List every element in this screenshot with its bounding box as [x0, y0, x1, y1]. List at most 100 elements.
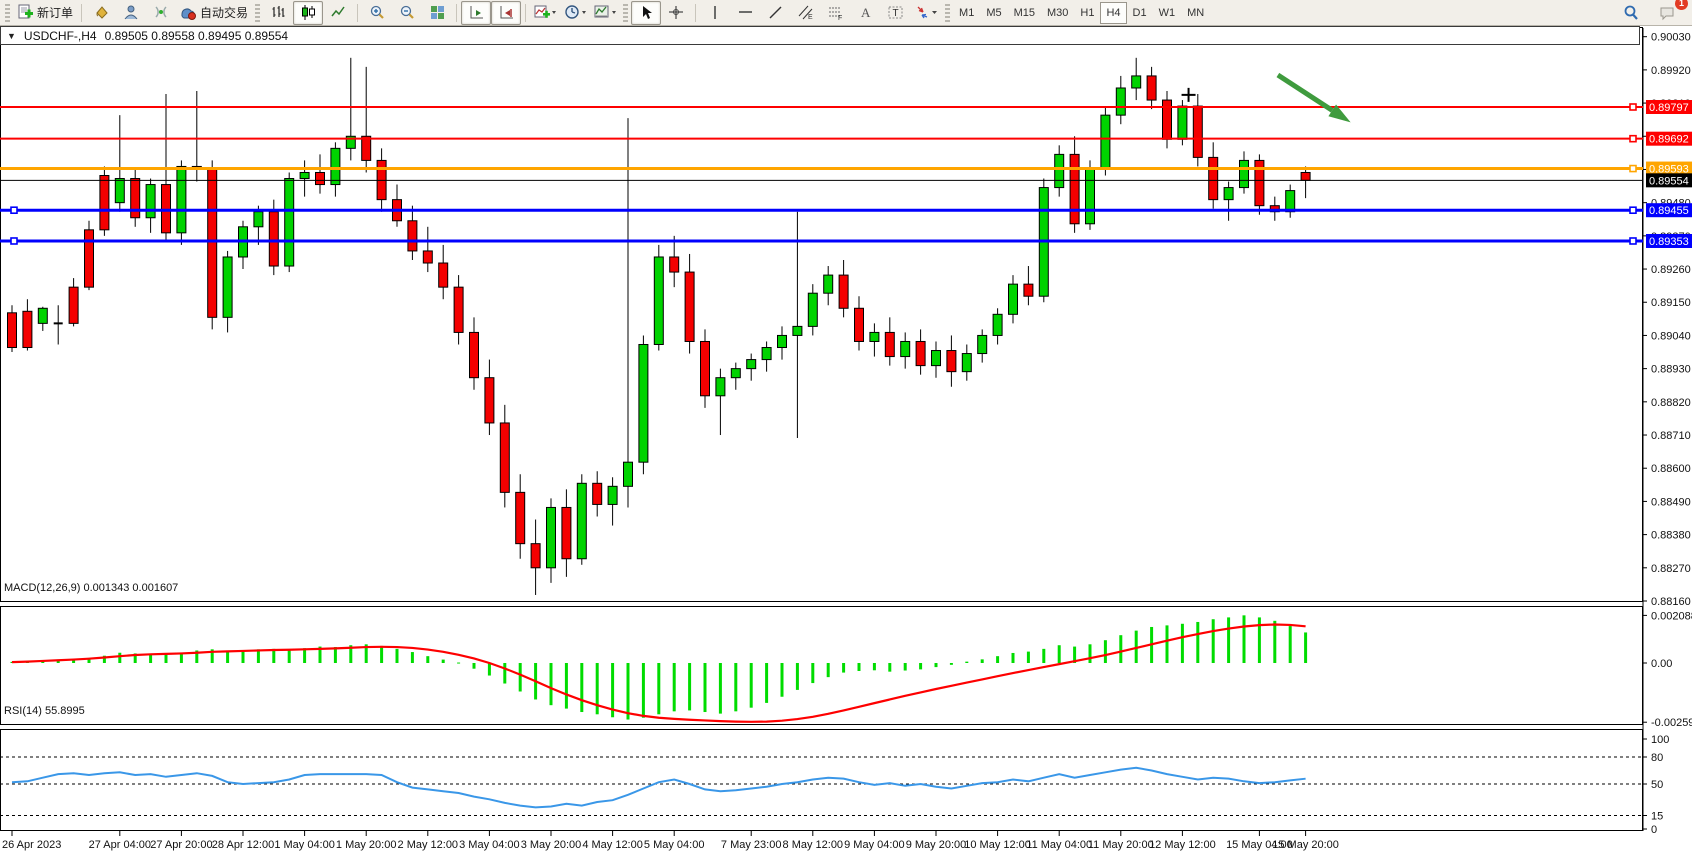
search-button[interactable] — [1616, 1, 1646, 25]
price-level-bubble — [1646, 173, 1692, 188]
line-chart-button[interactable] — [323, 1, 353, 25]
tile-windows-icon — [429, 4, 446, 21]
time-axis-label: 3 May 20:00 — [521, 839, 582, 851]
text-icon: A — [857, 4, 874, 21]
macd-axis-label: -0.002597 — [1651, 717, 1692, 729]
timeframe-button-w1[interactable]: W1 — [1158, 6, 1176, 19]
trendline-button[interactable] — [760, 1, 790, 25]
svg-text:0.89554: 0.89554 — [1649, 175, 1689, 187]
text-button[interactable]: A — [850, 1, 880, 25]
time-axis-label: 2 May 12:00 — [398, 839, 459, 851]
timeframe-button-h4[interactable]: H4 — [1100, 1, 1127, 24]
bar-chart-button[interactable] — [263, 1, 293, 25]
toolbar-separator — [456, 3, 458, 22]
styler-button[interactable] — [86, 1, 116, 25]
new-order-icon — [17, 4, 34, 21]
rsi-line — [11, 766, 1306, 809]
price-level-bubble — [1646, 161, 1692, 176]
time-axis-label: 5 May 04:00 — [644, 839, 705, 851]
time-axis-label: 11 May 20:00 — [1088, 839, 1154, 851]
timeframe-button-d1[interactable]: D1 — [1132, 6, 1147, 19]
macd-pane-label: MACD(12,26,9) 0.001343 0.001607 — [4, 582, 179, 594]
svg-text:F: F — [838, 15, 842, 21]
rsi-axis-label: 100 — [1651, 734, 1669, 746]
line-chart-icon — [330, 4, 347, 21]
timeframe-button-m5[interactable]: M5 — [986, 6, 1002, 19]
price-tick-label: 0.89920 — [1651, 65, 1691, 77]
zoom-in-button[interactable] — [362, 1, 392, 25]
notification-badge: 1 — [1675, 0, 1688, 10]
toolbar-separator — [81, 3, 83, 22]
price-tick-label: 0.88380 — [1651, 530, 1691, 542]
equidistant-channel-button[interactable]: E — [790, 1, 820, 25]
toolbar-grip[interactable] — [255, 3, 261, 22]
time-axis-label: 7 May 23:00 — [721, 839, 782, 851]
auto-scroll-button[interactable] — [461, 0, 492, 25]
chevron-down-icon[interactable]: ▼ — [7, 30, 16, 41]
zoom-out-button[interactable] — [392, 1, 422, 25]
price-tick-label: 0.89040 — [1651, 330, 1691, 342]
rsi-axis-label: 15 — [1651, 811, 1663, 823]
time-axis-label: 11 May 04:00 — [1026, 839, 1092, 851]
timeframe-button-m30[interactable]: M30 — [1047, 6, 1069, 19]
chart-canvas[interactable]: 0.900300.899200.898100.897000.895900.894… — [0, 26, 1692, 859]
price-tick-label: 0.88270 — [1651, 563, 1691, 575]
arrows-button[interactable] — [910, 1, 942, 25]
arrows-icon — [914, 4, 938, 21]
macd-signal-line — [11, 623, 1306, 723]
chart-titlebar[interactable]: ▼ USDCHF-,H4 0.89505 0.89558 0.89495 0.8… — [0, 26, 1640, 45]
candlestick-chart-icon — [300, 4, 317, 21]
toolbar-grip[interactable] — [945, 3, 951, 22]
trend-arrow[interactable] — [1276, 72, 1334, 113]
candlestick-chart-button[interactable] — [293, 0, 324, 25]
macd-histogram — [10, 615, 1308, 720]
cursor-icon — [638, 4, 655, 21]
timeframe-button-h1[interactable]: H1 — [1080, 6, 1095, 19]
new-order-button[interactable]: 新订单 — [13, 1, 77, 25]
time-axis-label: 3 May 04:00 — [459, 839, 520, 851]
cross-marker[interactable] — [1181, 87, 1196, 102]
trendline-icon — [767, 4, 784, 21]
periods-button[interactable] — [560, 1, 590, 25]
vertical-line-icon — [707, 4, 724, 21]
toolbar-separator — [525, 3, 527, 22]
toolbar-grip[interactable] — [5, 3, 10, 22]
text-label-button[interactable]: T — [880, 1, 910, 25]
price-tick-label: 0.88710 — [1651, 430, 1691, 442]
time-axis-label: 4 May 12:00 — [582, 839, 643, 851]
indicators-button[interactable] — [530, 1, 560, 25]
fibonacci-icon: F — [827, 4, 844, 21]
chart-shift-button[interactable] — [491, 0, 522, 25]
timeframe-button-m15[interactable]: M15 — [1013, 6, 1035, 19]
timeframe-button-mn[interactable]: MN — [1187, 6, 1205, 19]
templates-button[interactable] — [590, 1, 620, 25]
macd-axis-label: 0.00 — [1651, 658, 1672, 670]
price-tick-label: 0.90030 — [1651, 32, 1691, 44]
candles — [7, 57, 1311, 595]
community-button[interactable]: 1 — [1652, 0, 1688, 25]
svg-text:A: A — [861, 5, 871, 20]
line-anchor — [1629, 134, 1637, 143]
svg-text:0.89797: 0.89797 — [1649, 102, 1689, 114]
toolbar-separator — [695, 3, 697, 22]
fibonacci-button[interactable]: F — [820, 1, 850, 25]
tile-windows-button[interactable] — [422, 1, 452, 25]
crosshair-button[interactable] — [661, 1, 691, 25]
svg-text:0.89353: 0.89353 — [1649, 236, 1689, 248]
chat-bubble-icon — [1658, 4, 1676, 22]
cursor-button[interactable] — [631, 0, 662, 25]
line-anchor — [10, 206, 18, 215]
profile-button[interactable] — [116, 1, 146, 25]
toolbar-grip[interactable] — [623, 3, 629, 22]
svg-text:0.89593: 0.89593 — [1649, 164, 1689, 176]
signal-button[interactable] — [146, 1, 176, 25]
vertical-line-button[interactable] — [700, 1, 730, 25]
toolbar: 新订单 自动交易 E F A T — [0, 0, 1692, 26]
line-anchor — [1629, 164, 1637, 173]
timeframe-button-m1[interactable]: M1 — [959, 6, 975, 19]
auto-trading-button[interactable]: 自动交易 — [176, 1, 252, 25]
horizontal-line-icon — [737, 4, 754, 21]
price-tick-label: 0.88490 — [1651, 496, 1691, 508]
chart-area: ▼ USDCHF-,H4 0.89505 0.89558 0.89495 0.8… — [0, 26, 1692, 859]
horizontal-line-button[interactable] — [730, 1, 760, 25]
